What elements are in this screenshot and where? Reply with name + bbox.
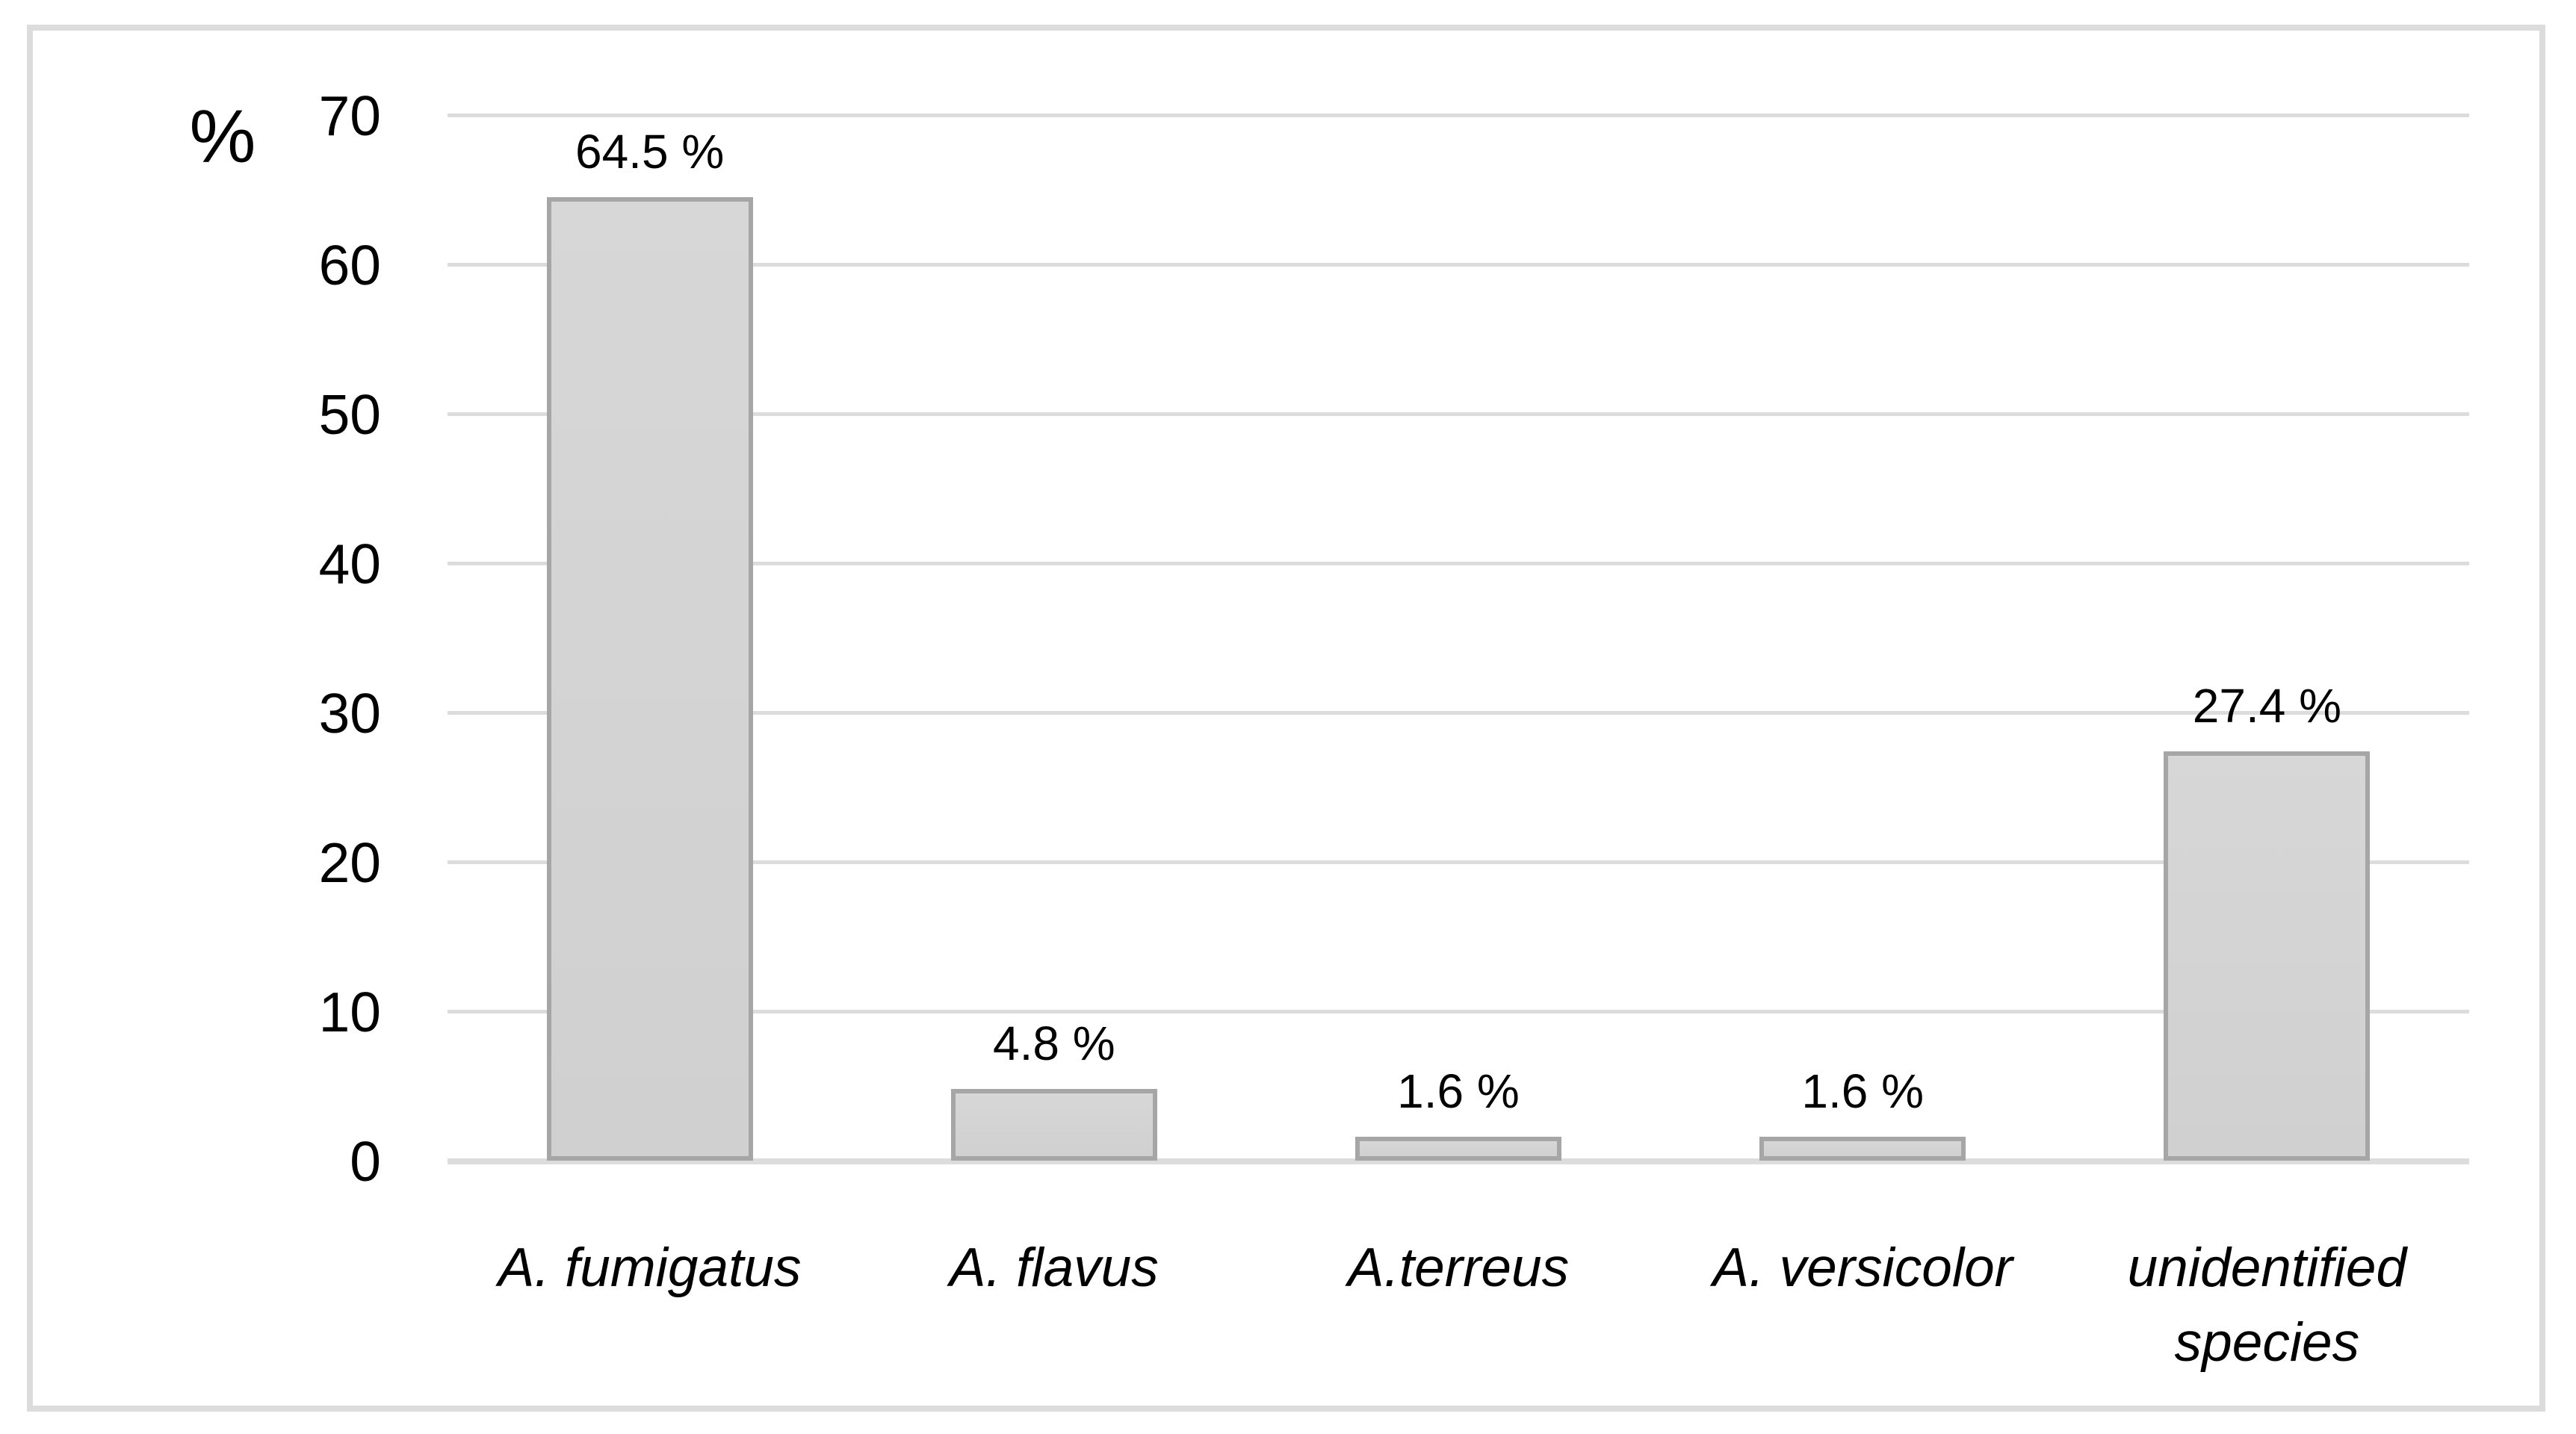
bar-1 (546, 197, 753, 1161)
gridline-50 (448, 412, 2469, 416)
x-category-label-4: A. versicolor (1712, 1238, 2013, 1298)
x-axis-line (448, 1158, 2469, 1164)
y-tick-label-20: 20 (318, 831, 381, 894)
bar-5 (2164, 751, 2371, 1161)
figure-frame (27, 25, 2545, 1412)
x-category-label-1: A. fumigatus (498, 1238, 802, 1298)
gridline-60 (448, 263, 2469, 267)
bar-value-label-4: 1.6 % (1801, 1064, 1925, 1118)
gridline-10 (448, 1010, 2469, 1014)
bar-value-label-3: 1.6 % (1397, 1064, 1520, 1118)
plot-area: 64.5 % 4.8 % 1.6 % 1.6 % 27.4 % (448, 114, 2469, 1164)
gridline-70 (448, 114, 2469, 117)
bar-3 (1355, 1137, 1561, 1161)
x-category-label-5: unidentified species (2127, 1238, 2407, 1373)
x-axis-category-labels: A. fumigatus A. flavus A.terreus A. versico… (448, 1231, 2469, 1425)
y-tick-label-30: 30 (318, 682, 381, 745)
bar-value-label-2: 4.8 % (992, 1016, 1115, 1070)
gridline-30 (448, 711, 2469, 715)
gridline-40 (448, 562, 2469, 565)
y-tick-label-60: 60 (318, 234, 381, 297)
bar-4 (1759, 1137, 1966, 1161)
y-tick-label-10: 10 (318, 981, 381, 1043)
bar-2 (950, 1089, 1157, 1161)
y-tick-label-40: 40 (318, 533, 381, 595)
y-tick-label-0: 0 (350, 1130, 381, 1193)
y-tick-label-70: 70 (318, 84, 381, 147)
bar-value-label-5: 27.4 % (2192, 679, 2342, 733)
x-category-label-2: A. flavus (949, 1238, 1159, 1298)
y-tick-label-50: 50 (318, 383, 381, 446)
y-axis-tick-labels: 0 10 20 30 40 50 60 70 (217, 84, 381, 1193)
bar-value-label-1: 64.5 % (575, 125, 725, 179)
y-axis-unit-label: % (189, 95, 256, 179)
x-category-label-3: A.terreus (1347, 1238, 1570, 1298)
gridline-20 (448, 860, 2469, 864)
